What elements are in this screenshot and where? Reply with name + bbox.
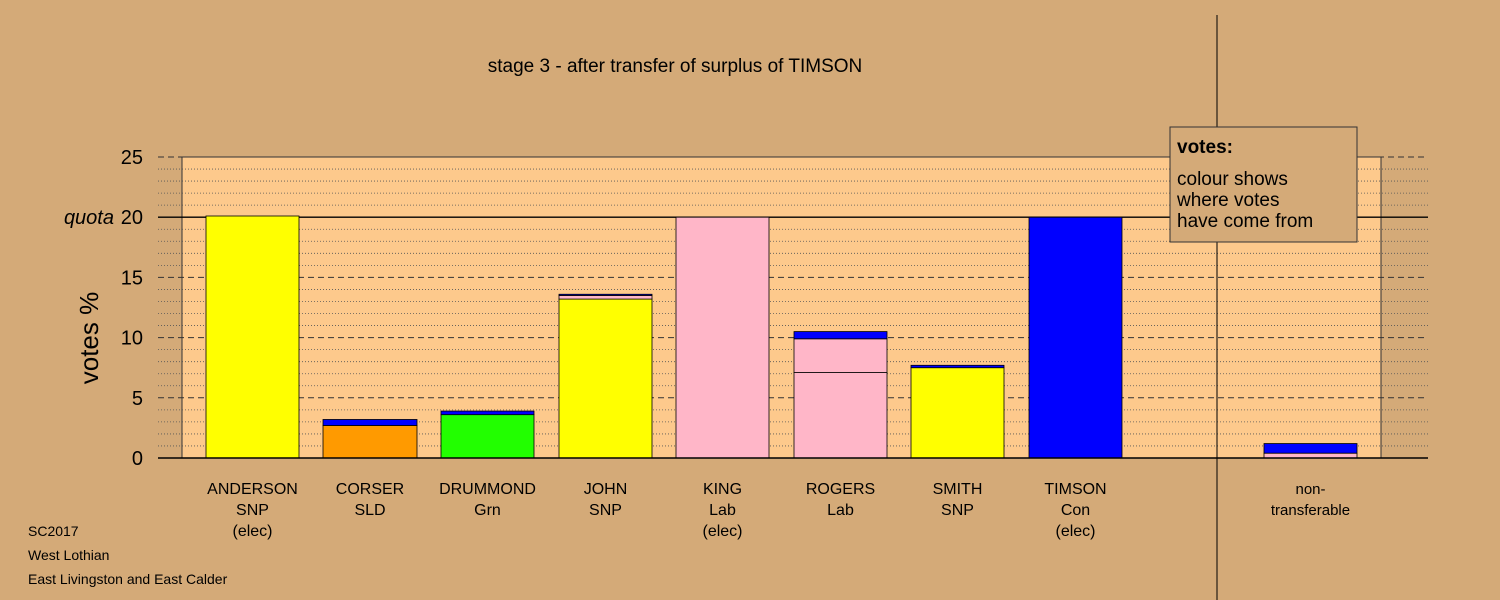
candidate-label: JOHN [584, 481, 628, 498]
bar-segment [793, 372, 888, 459]
candidate-label: SNP [589, 502, 622, 519]
footer-council: West Lothian [28, 547, 109, 563]
bar-segment [1028, 216, 1123, 459]
candidate-label: ROGERS [806, 481, 875, 498]
nontransferable-label: transferable [1271, 502, 1350, 519]
legend-line: have come from [1177, 211, 1313, 232]
candidate-label: SNP [236, 502, 269, 519]
y-axis: 0 5 10 15 20 25 quota votes % [64, 15, 1428, 600]
bar-segment [205, 215, 300, 459]
nontransferable-label: non- [1295, 481, 1325, 498]
candidate-label: KING [703, 481, 742, 498]
legend-line: colour shows [1177, 169, 1288, 190]
y-axis-title: votes % [74, 292, 104, 385]
bar-drummond [440, 410, 535, 459]
candidate-label: Lab [709, 502, 736, 519]
bar-segment [910, 367, 1005, 459]
bar-corser [322, 419, 418, 459]
bar-segment [793, 331, 888, 340]
bars [205, 215, 1358, 459]
bar-segment [910, 364, 1005, 369]
candidate-label: (elec) [1055, 523, 1095, 540]
bar-segment [1263, 452, 1358, 459]
bar-segment [558, 293, 653, 296]
bar-smith [910, 364, 1005, 459]
y-tick-label: 5 [132, 388, 143, 410]
bar-segment [322, 425, 418, 459]
y-tick-label: 25 [121, 147, 143, 169]
bar-nontransferable [1263, 443, 1358, 459]
candidate-label: SMITH [933, 481, 983, 498]
footer-election: SC2017 [28, 523, 79, 539]
bar-segment [440, 414, 535, 459]
y-tick-label: 0 [132, 448, 143, 470]
candidate-label: SLD [354, 502, 385, 519]
bar-anderson [205, 215, 300, 459]
bar-segment [793, 338, 888, 373]
y-tick-label: 15 [121, 267, 143, 289]
candidate-label: Grn [474, 502, 501, 519]
candidate-label: Con [1061, 502, 1090, 519]
bar-rogers [793, 331, 888, 459]
bar-segment [558, 295, 653, 300]
bar-timson [1028, 216, 1123, 459]
candidate-label: DRUMMOND [439, 481, 536, 498]
bar-segment [440, 410, 535, 416]
footer-ward: East Livingston and East Calder [28, 571, 228, 587]
quota-label: quota [64, 207, 114, 229]
legend-box [1169, 126, 1358, 243]
candidate-label: TIMSON [1044, 481, 1106, 498]
chart-title: stage 3 - after transfer of surplus of T… [488, 56, 863, 77]
bar-segment [1263, 443, 1358, 454]
candidate-label: SNP [941, 502, 974, 519]
candidate-label: Lab [827, 502, 854, 519]
bar-king [675, 216, 770, 459]
candidate-label: ANDERSON [207, 481, 298, 498]
y-tick-label: 10 [121, 328, 143, 350]
bar-segment [675, 216, 770, 459]
bar-john [558, 293, 653, 459]
legend-line: where votes [1176, 190, 1279, 211]
candidate-labels: ANDERSON SNP (elec) CORSER SLD DRUMMOND Grn JOH… [207, 481, 1350, 540]
candidate-label: (elec) [702, 523, 742, 540]
legend-title: votes: [1177, 137, 1233, 158]
candidate-label: CORSER [336, 481, 404, 498]
y-tick-label: 20 [121, 207, 143, 229]
bar-segment [322, 419, 418, 426]
bar-segment [558, 298, 653, 459]
candidate-label: (elec) [232, 523, 272, 540]
